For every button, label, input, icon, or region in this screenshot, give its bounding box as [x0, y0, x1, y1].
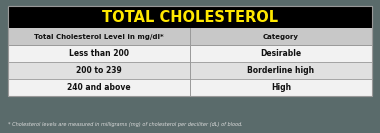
Text: Desirable: Desirable: [260, 49, 302, 58]
Bar: [8, 45, 372, 62]
Bar: [8, 79, 372, 96]
Text: High: High: [271, 83, 291, 92]
Text: Category: Category: [263, 34, 299, 40]
Text: Less than 200: Less than 200: [69, 49, 129, 58]
Text: Borderline high: Borderline high: [247, 66, 315, 75]
Text: * Cholesterol levels are measured in milligrams (mg) of cholesterol per decilite: * Cholesterol levels are measured in mil…: [8, 122, 243, 127]
Bar: [8, 62, 372, 79]
Bar: [8, 28, 372, 45]
Text: 240 and above: 240 and above: [67, 83, 131, 92]
Bar: [8, 6, 372, 96]
Text: 200 to 239: 200 to 239: [76, 66, 122, 75]
Bar: [8, 6, 372, 28]
Text: TOTAL CHOLESTEROL: TOTAL CHOLESTEROL: [102, 9, 278, 24]
Bar: [8, 6, 372, 96]
Text: Total Cholesterol Level in mg/dl*: Total Cholesterol Level in mg/dl*: [34, 34, 164, 40]
